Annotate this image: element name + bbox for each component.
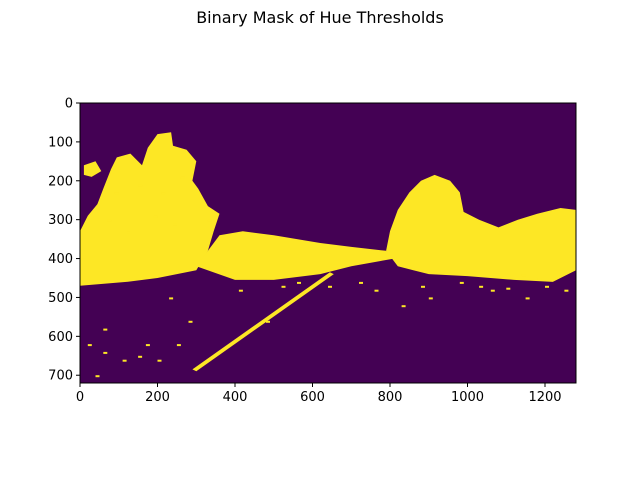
y-tick-label: 0 bbox=[65, 97, 73, 112]
mask-speck bbox=[479, 285, 484, 288]
x-tick-label: 1000 bbox=[451, 390, 484, 405]
chart-title: Binary Mask of Hue Thresholds bbox=[196, 8, 444, 27]
mask-speck bbox=[173, 223, 177, 226]
y-tick-label: 400 bbox=[48, 252, 73, 267]
x-tick-label: 600 bbox=[300, 390, 325, 405]
mask-speck bbox=[126, 231, 131, 234]
plot-frame bbox=[79, 102, 577, 384]
mask-speck bbox=[180, 176, 185, 179]
mask-speck bbox=[207, 219, 212, 222]
x-tick-label: 200 bbox=[145, 390, 170, 405]
x-tick-label: 400 bbox=[223, 390, 248, 405]
mask-speck bbox=[359, 281, 363, 284]
y-tick-label: 700 bbox=[48, 369, 73, 384]
mask-speck bbox=[153, 215, 158, 218]
mask-speck bbox=[490, 289, 495, 292]
mask-speck bbox=[428, 297, 433, 300]
y-tick-label: 200 bbox=[48, 174, 73, 189]
mask-speck bbox=[138, 355, 143, 358]
y-tick-label: 100 bbox=[48, 135, 73, 150]
mask-speck bbox=[107, 219, 112, 222]
x-tick-label: 0 bbox=[76, 390, 84, 405]
mask-speck bbox=[266, 320, 270, 323]
mask-speck bbox=[169, 297, 174, 300]
mask-region-right-hill bbox=[386, 174, 576, 282]
mask-speck bbox=[145, 344, 150, 347]
y-tick-label: 500 bbox=[48, 291, 73, 306]
mask-speck bbox=[188, 320, 193, 323]
mask-region-left-foliage bbox=[80, 132, 220, 286]
mask-region-lane-line bbox=[192, 272, 334, 372]
mask-layer bbox=[80, 132, 576, 378]
mask-speck bbox=[281, 285, 286, 288]
mask-speck bbox=[95, 375, 100, 378]
mask-speck bbox=[328, 285, 332, 288]
mask-speck bbox=[459, 281, 464, 284]
y-tick-label: 300 bbox=[48, 213, 73, 228]
mask-speck bbox=[545, 285, 549, 288]
x-tick-label: 1200 bbox=[528, 390, 561, 405]
mask-region-upper-left-specks bbox=[83, 161, 102, 177]
mask-speck bbox=[506, 287, 511, 290]
mask-speck bbox=[103, 351, 108, 354]
mask-speck bbox=[564, 289, 569, 292]
y-tick-label: 600 bbox=[48, 330, 73, 345]
mask-speck bbox=[401, 305, 406, 308]
mask-speck bbox=[103, 328, 108, 331]
mask-speck bbox=[138, 184, 143, 187]
mask-speck bbox=[525, 297, 530, 300]
mask-speck bbox=[537, 278, 542, 280]
mask-speck bbox=[122, 359, 127, 362]
mask-speck bbox=[238, 289, 243, 292]
mask-speck bbox=[176, 344, 181, 347]
mask-speck bbox=[161, 192, 166, 195]
mask-region-middle-band bbox=[196, 231, 394, 280]
mask-speck bbox=[114, 192, 119, 195]
mask-speck bbox=[421, 285, 425, 288]
mask-speck bbox=[521, 274, 526, 277]
x-tick-label: 800 bbox=[378, 390, 403, 405]
mask-speck bbox=[297, 281, 301, 284]
mask-speck bbox=[87, 344, 92, 347]
mask-speck bbox=[157, 359, 162, 362]
mask-speck bbox=[374, 289, 379, 292]
